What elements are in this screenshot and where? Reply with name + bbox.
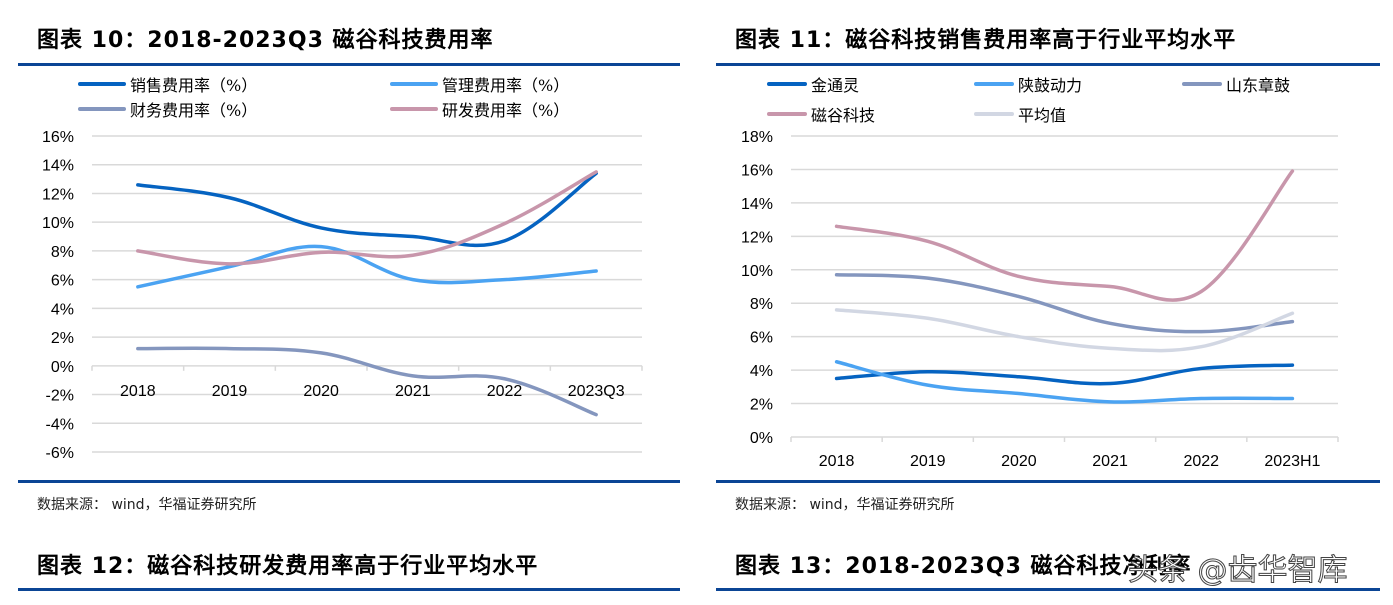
figure-11-bottom-rule xyxy=(716,480,1380,483)
x-tick-label: 2020 xyxy=(303,383,339,400)
legend-label: 研发费用率（%） xyxy=(442,101,570,120)
legend-item-jintongling: 金通灵 xyxy=(767,72,859,96)
series-line-金通灵 xyxy=(834,363,1295,386)
x-tick-label: 2018 xyxy=(819,453,855,470)
y-tick-label: 12% xyxy=(741,229,773,246)
y-axis-ticks: 16% 14% 12% 10% 8% 6% 4% 2% 0% -2% -4% -6% xyxy=(42,129,74,462)
series-lines xyxy=(136,170,598,417)
series-line-山东章鼓 xyxy=(834,273,1295,334)
x-tick-label: 2020 xyxy=(1001,453,1037,470)
x-tick-label: 2023Q3 xyxy=(568,383,625,400)
y-tick-label: 6% xyxy=(750,330,773,347)
figure-10-source: 数据来源： wind，华福证券研究所 xyxy=(37,497,257,513)
series-line-平均值 xyxy=(834,308,1295,353)
legend-item-admin-expense: 管理费用率（%） xyxy=(390,72,569,96)
y-tick-label: -2% xyxy=(46,388,74,405)
legend-label: 磁谷科技 xyxy=(811,106,876,125)
series-line-销售费用率（%） xyxy=(136,171,598,248)
figure-10-chart: 16% 14% 12% 10% 8% 6% 4% 2% 0% -2% -4% -6% 2018 2019… xyxy=(42,129,643,462)
figure-13-title: 图表 13：2018-2023Q3 磁谷科技净利率 xyxy=(735,554,1192,579)
grid-lines xyxy=(791,135,1338,405)
series-line-陕鼓动力 xyxy=(834,360,1295,404)
x-tick-label: 2018 xyxy=(120,383,156,400)
legend-item-sales-expense: 销售费用率（%） xyxy=(78,72,257,96)
legend-item-rnd-expense: 研发费用率（%） xyxy=(390,97,569,121)
legend-swatch xyxy=(767,112,807,116)
legend-label: 平均值 xyxy=(1018,106,1067,125)
legend-label: 财务费用率（%） xyxy=(130,101,258,120)
series-line-研发费用率（%） xyxy=(136,170,598,266)
figure-10-title: 图表 10：2018-2023Q3 磁谷科技费用率 xyxy=(37,28,494,53)
y-tick-label: 18% xyxy=(741,129,773,146)
y-tick-label: 16% xyxy=(741,162,773,179)
figure-11-source: 数据来源： wind，华福证券研究所 xyxy=(735,497,955,513)
legend-swatch xyxy=(78,107,126,111)
x-tick-label: 2019 xyxy=(212,383,248,400)
legend-swatch xyxy=(974,112,1014,116)
legend-swatch xyxy=(767,82,807,86)
x-axis: 2018 2019 2020 2021 2022 2023Q3 xyxy=(91,365,643,400)
figure-10-bottom-rule xyxy=(18,480,680,483)
y-tick-label: 12% xyxy=(42,186,74,203)
series-line-管理费用率（%） xyxy=(136,244,598,289)
legend-item-shandong-zhanggu: 山东章鼓 xyxy=(1182,72,1290,96)
figure-10-top-rule xyxy=(18,63,680,66)
legend-swatch xyxy=(390,107,438,111)
legend-swatch xyxy=(974,82,1014,86)
x-tick-label: 2021 xyxy=(395,383,431,400)
legend-swatch xyxy=(390,82,438,86)
legend-item-cigu-tech: 磁谷科技 xyxy=(767,102,875,126)
figure-12-top-rule xyxy=(18,588,680,591)
y-axis-ticks: 18% 16% 14% 12% 10% 8% 6% 4% 2% 0% xyxy=(741,129,773,447)
figure-12-title: 图表 12：磁谷科技研发费用率高于行业平均水平 xyxy=(37,554,539,579)
legend-item-finance-expense: 财务费用率（%） xyxy=(78,97,257,121)
series-line-财务费用率（%） xyxy=(136,346,598,417)
watermark-text: 头条 @齿华智库 xyxy=(1128,553,1349,589)
x-tick-label: 2023H1 xyxy=(1264,453,1320,470)
y-tick-label: 8% xyxy=(750,296,773,313)
y-tick-label: 6% xyxy=(51,273,74,290)
figure-13-top-rule xyxy=(716,588,1380,591)
figure-11-chart: 18%16%14%12%10%8%6%4%2%0% 2018 2019 2020 20… xyxy=(741,129,1339,470)
y-tick-label: 14% xyxy=(741,196,773,213)
figure-11-title: 图表 11：磁谷科技销售费用率高于行业平均水平 xyxy=(735,28,1237,53)
series-lines xyxy=(834,169,1295,404)
legend-swatch xyxy=(1182,82,1222,86)
y-tick-label: 2% xyxy=(51,330,74,347)
x-tick-label: 2022 xyxy=(487,383,523,400)
legend-swatch xyxy=(78,82,126,86)
y-tick-label: 2% xyxy=(750,397,773,414)
y-tick-label: 16% xyxy=(42,129,74,146)
x-axis: 2018 2019 2020 2021 2022 2023H1 xyxy=(790,436,1339,470)
y-tick-label: 10% xyxy=(42,215,74,232)
x-tick-label: 2022 xyxy=(1183,453,1219,470)
legend-item-shaangu: 陕鼓动力 xyxy=(974,72,1082,96)
y-tick-label: 0% xyxy=(51,359,74,376)
y-tick-label: 0% xyxy=(750,430,773,447)
y-tick-label: 4% xyxy=(51,301,74,318)
legend-item-average: 平均值 xyxy=(974,102,1066,126)
y-tick-label: 10% xyxy=(741,263,773,280)
y-tick-label: -6% xyxy=(46,445,74,462)
x-tick-label: 2019 xyxy=(910,453,946,470)
y-tick-label: 4% xyxy=(750,363,773,380)
legend-label: 山东章鼓 xyxy=(1226,76,1291,95)
legend-label: 金通灵 xyxy=(811,76,860,95)
y-tick-label: -4% xyxy=(46,416,74,433)
series-line-磁谷科技 xyxy=(834,169,1295,302)
y-tick-label: 14% xyxy=(42,158,74,175)
legend-label: 陕鼓动力 xyxy=(1018,76,1083,95)
legend-label: 管理费用率（%） xyxy=(442,76,570,95)
legend-label: 销售费用率（%） xyxy=(130,76,258,95)
x-tick-label: 2021 xyxy=(1092,453,1128,470)
grid-lines xyxy=(92,135,642,453)
figure-11-top-rule xyxy=(716,63,1380,66)
y-tick-label: 8% xyxy=(51,244,74,261)
